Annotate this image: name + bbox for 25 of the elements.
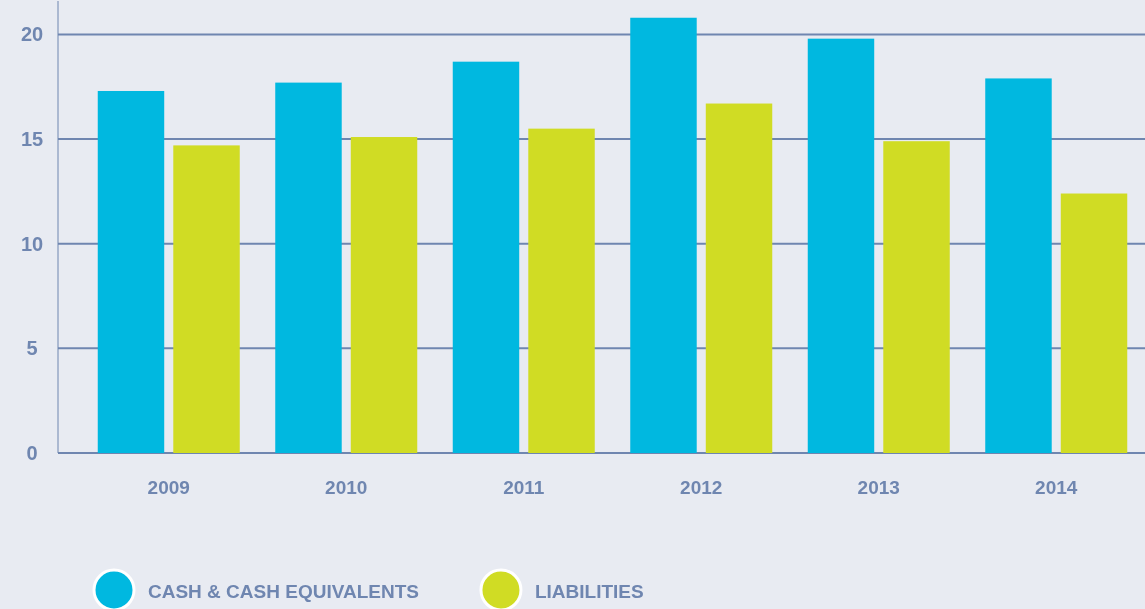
bar [275,82,342,453]
bar [630,17,697,453]
bar [985,78,1052,453]
bar [97,90,165,453]
x-tick-label: 2010 [325,477,368,499]
x-tick-label: 2011 [503,477,545,499]
y-tick-label: 20 [20,23,44,46]
x-tick-label: 2013 [857,477,900,499]
bar [1060,193,1128,453]
y-tick-label: 5 [26,337,38,360]
legend-label: LIABILITIES [534,581,644,602]
y-tick-label: 0 [26,441,38,464]
bar [452,61,520,453]
legend-label: CASH & CASH EQUIVALENTS [148,581,419,602]
x-tick-label: 2012 [680,477,723,499]
y-tick-label: 15 [20,128,44,151]
bar [883,141,950,453]
bar [807,38,875,453]
bar [350,137,418,453]
x-tick-label: 2014 [1035,477,1078,499]
y-tick-label: 10 [20,232,44,255]
bar [173,145,240,453]
bar [705,103,773,453]
bar [528,128,595,453]
x-tick-label: 2009 [147,477,190,499]
